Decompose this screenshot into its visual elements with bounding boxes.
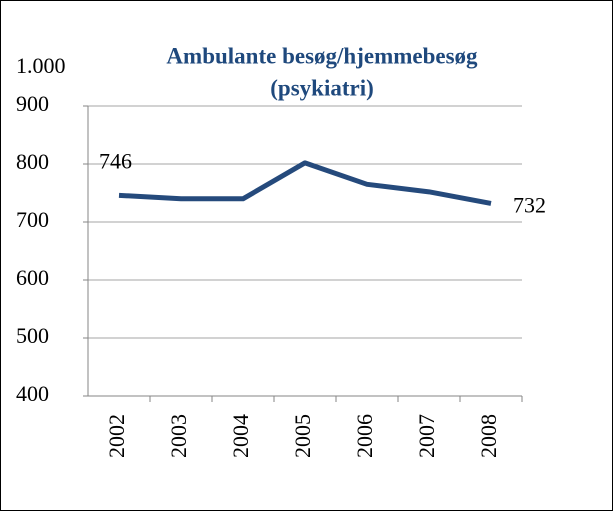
y-tick-label: 700 [16,207,49,232]
x-tick-label: 2008 [476,414,501,458]
x-tick-label: 2003 [166,414,191,458]
x-tick-label: 2004 [228,414,253,458]
data-label: 732 [513,192,546,217]
chart-title: Ambulante besøg/hjemmebesøg [166,43,478,68]
x-tick-label: 2007 [414,414,439,458]
y-tick-label: 800 [16,149,49,174]
x-tick-label: 2005 [290,414,315,458]
y-tick-label: 500 [16,323,49,348]
chart-title: (psykiatri) [270,75,374,100]
x-tick-label: 2002 [104,414,129,458]
data-label: 746 [99,148,132,173]
y-tick-label: 900 [16,91,49,116]
y-tick-label: 600 [16,265,49,290]
data-line [118,160,492,206]
y-tick-label: 1.000 [16,53,66,78]
y-tick-label: 400 [16,381,49,406]
x-tick-label: 2006 [352,414,377,458]
